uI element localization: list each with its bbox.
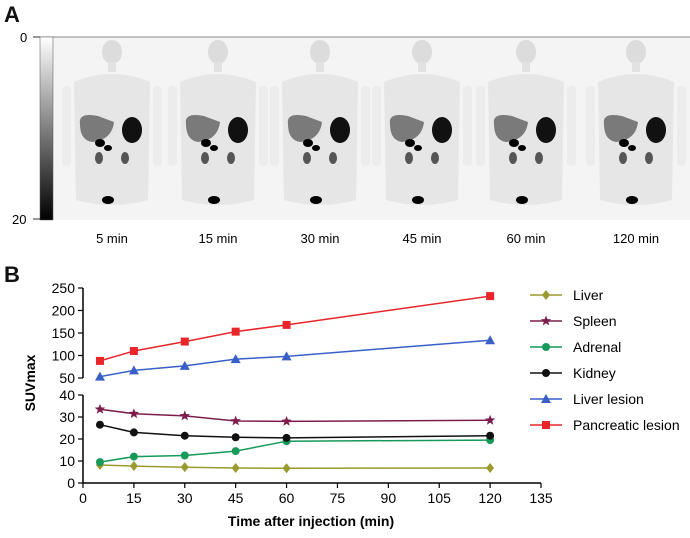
data-point-spleen bbox=[281, 415, 292, 426]
legend-swatch-marker bbox=[542, 369, 550, 377]
scan-time-label: 5 min bbox=[96, 231, 128, 246]
data-point-spleen bbox=[94, 403, 106, 414]
scan-time-label: 45 min bbox=[402, 231, 441, 246]
data-point-kidney bbox=[129, 428, 138, 437]
data-point-liver bbox=[129, 461, 138, 472]
panel-b-label: B bbox=[4, 262, 20, 287]
legend-swatch-marker bbox=[540, 315, 552, 326]
pet-scan-image: 60 min bbox=[476, 40, 576, 246]
pet-scan-image: 5 min bbox=[62, 40, 162, 246]
legend-label: Kidney bbox=[573, 365, 616, 381]
panel-a-label: A bbox=[4, 2, 20, 27]
colorbar-top-label: 0 bbox=[20, 30, 27, 45]
legend-label: Adrenal bbox=[573, 339, 621, 355]
data-point-kidney bbox=[231, 433, 240, 442]
series-line-adrenal bbox=[99, 439, 491, 463]
pet-scan-image: 120 min bbox=[586, 40, 686, 246]
data-point-adrenal bbox=[95, 458, 104, 467]
legend-item-liver-lesion: Liver lesion bbox=[530, 391, 644, 407]
y-tick-label: 20 bbox=[59, 431, 75, 447]
x-tick-label: 75 bbox=[330, 490, 346, 506]
y-tick-label: 10 bbox=[59, 453, 75, 469]
legend-swatch-marker bbox=[542, 290, 550, 300]
data-point-kidney bbox=[282, 433, 291, 442]
y-tick-label: 100 bbox=[52, 348, 76, 364]
legend-label: Pancreatic lesion bbox=[573, 417, 680, 433]
data-point-liver bbox=[231, 463, 240, 474]
y-tick-label: 40 bbox=[59, 387, 75, 403]
data-point-liver bbox=[282, 463, 291, 474]
colorbar-bottom-label: 20 bbox=[12, 212, 26, 227]
y-axis-label: SUVmax bbox=[22, 354, 38, 411]
legend-swatch-marker bbox=[541, 394, 551, 403]
legend-item-spleen: Spleen bbox=[530, 313, 617, 329]
data-point-liver bbox=[180, 462, 189, 473]
x-tick-label: 15 bbox=[126, 490, 142, 506]
data-point-adrenal bbox=[180, 451, 189, 460]
y-tick-label: 0 bbox=[67, 475, 75, 491]
data-point-liver bbox=[486, 463, 495, 474]
y-tick-label: 250 bbox=[52, 280, 76, 296]
suvmax-line-chart: 50 100 150 200 250 0 10 20 30 40 0 15 30 45 60 75 90 105 1… bbox=[22, 280, 680, 529]
x-tick-label: 105 bbox=[428, 490, 452, 506]
data-point-pancreatic-lesion bbox=[282, 320, 291, 329]
data-point-adrenal bbox=[129, 452, 138, 461]
x-tick-label: 60 bbox=[279, 490, 295, 506]
colorbar: 0 20 bbox=[12, 30, 54, 227]
scan-time-label: 30 min bbox=[300, 231, 339, 246]
data-point-kidney bbox=[486, 431, 495, 440]
data-point-liver-lesion bbox=[94, 371, 105, 381]
x-tick-label: 45 bbox=[228, 490, 244, 506]
data-point-liver-lesion bbox=[485, 335, 496, 345]
y-tick-label: 200 bbox=[52, 303, 76, 319]
data-point-liver-lesion bbox=[281, 351, 292, 361]
data-point-spleen bbox=[484, 414, 496, 425]
legend-swatch-marker bbox=[542, 421, 550, 429]
legend-label: Spleen bbox=[573, 313, 617, 329]
scan-time-label: 120 min bbox=[613, 231, 659, 246]
y-tick-label: 30 bbox=[59, 409, 75, 425]
x-tick-label: 90 bbox=[381, 490, 397, 506]
data-point-kidney bbox=[180, 431, 189, 440]
legend-item-liver: Liver bbox=[530, 287, 604, 303]
pet-scan-image: 15 min bbox=[168, 40, 268, 246]
data-point-pancreatic-lesion bbox=[180, 337, 189, 346]
data-point-pancreatic-lesion bbox=[129, 347, 138, 355]
data-point-kidney bbox=[95, 420, 104, 429]
scan-time-label: 15 min bbox=[198, 231, 237, 246]
data-point-liver-lesion bbox=[179, 360, 190, 370]
x-tick-label: 120 bbox=[478, 490, 502, 506]
data-point-liver-lesion bbox=[230, 354, 241, 364]
x-axis-label: Time after injection (min) bbox=[228, 513, 394, 529]
series-line-spleen bbox=[99, 408, 491, 423]
x-tick-label: 0 bbox=[79, 490, 87, 506]
pet-scan-image: 30 min bbox=[270, 40, 370, 246]
legend-label: Liver lesion bbox=[573, 391, 644, 407]
data-point-pancreatic-lesion bbox=[95, 356, 104, 365]
data-point-liver-lesion bbox=[128, 365, 139, 375]
data-point-pancreatic-lesion bbox=[231, 327, 240, 336]
data-point-pancreatic-lesion bbox=[486, 292, 495, 301]
legend-item-pancreatic-lesion: Pancreatic lesion bbox=[530, 417, 680, 433]
legend-item-kidney: Kidney bbox=[530, 365, 616, 381]
y-tick-label: 150 bbox=[52, 325, 76, 341]
scan-time-label: 60 min bbox=[506, 231, 545, 246]
series-line-kidney bbox=[99, 423, 491, 439]
series-line-pancreatic-lesion bbox=[99, 295, 491, 362]
x-tick-label: 135 bbox=[529, 490, 553, 506]
series-line-liver bbox=[99, 464, 491, 470]
pet-scan-image: 45 min bbox=[372, 40, 472, 246]
legend-label: Liver bbox=[573, 287, 604, 303]
data-point-adrenal bbox=[231, 447, 240, 456]
series-line-liver-lesion bbox=[99, 339, 491, 378]
pet-scan-panel: 5 min 15 min 30 min 45 min 60 min 120 min bbox=[40, 36, 690, 246]
data-point-spleen bbox=[179, 410, 190, 421]
x-tick-label: 30 bbox=[177, 490, 193, 506]
y-tick-label: 50 bbox=[59, 370, 75, 386]
legend-swatch-marker bbox=[542, 343, 550, 351]
data-point-spleen bbox=[128, 408, 140, 419]
data-point-spleen bbox=[230, 415, 241, 426]
legend-item-adrenal: Adrenal bbox=[530, 339, 621, 355]
